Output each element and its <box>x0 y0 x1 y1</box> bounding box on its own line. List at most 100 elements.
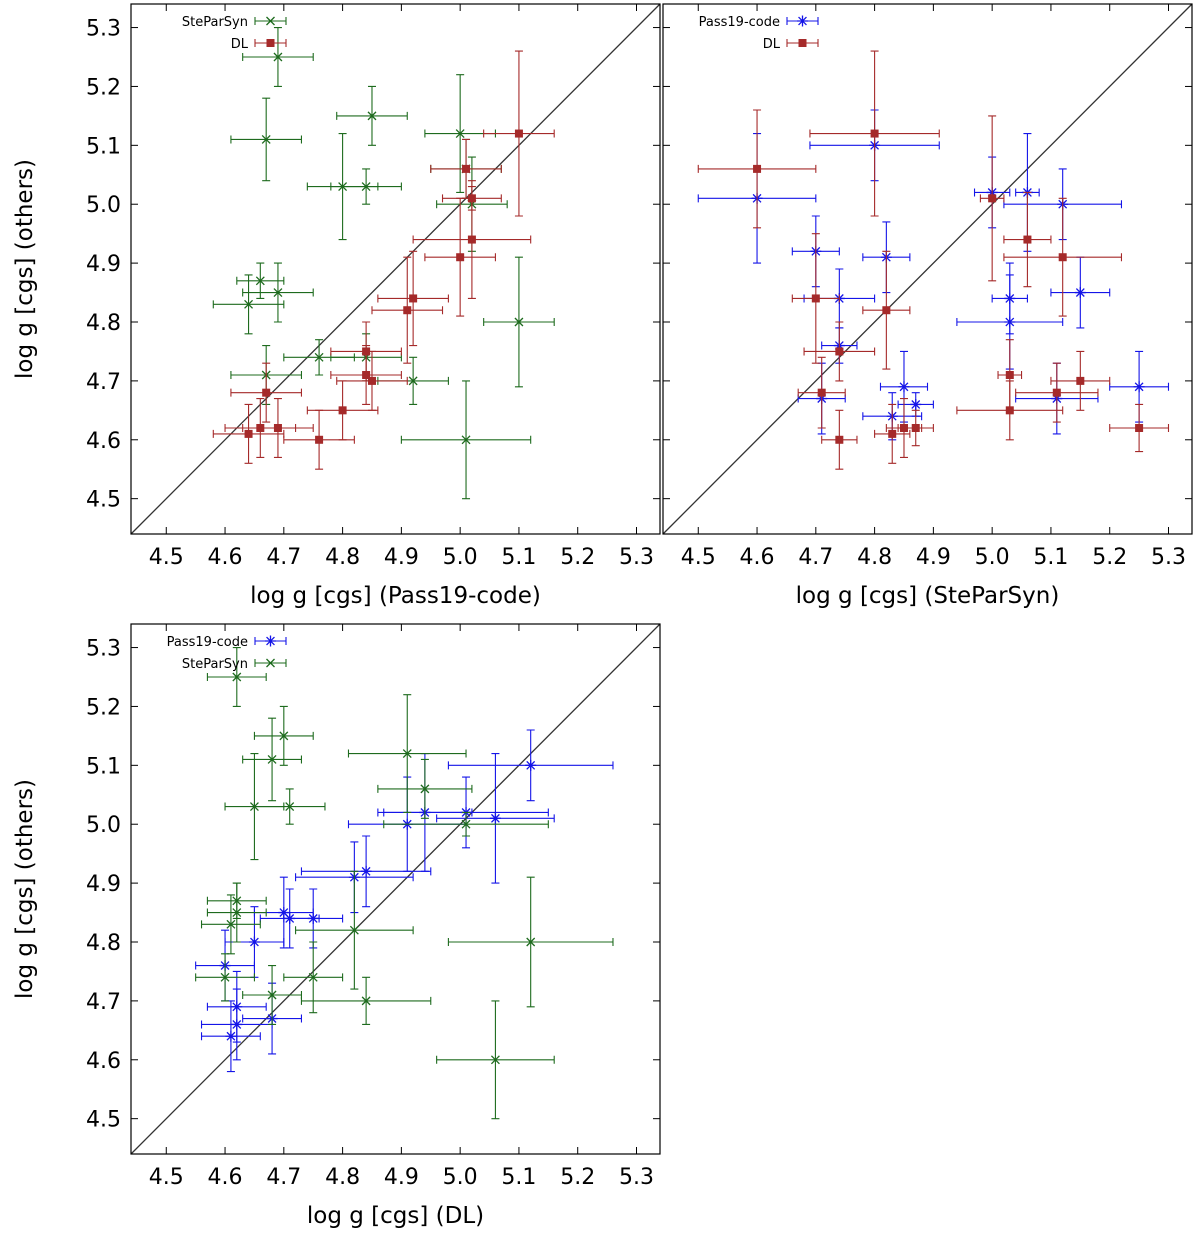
data-point <box>362 371 371 379</box>
data-point <box>455 129 465 139</box>
data-point <box>461 435 471 445</box>
legend-label: DL <box>231 37 249 52</box>
data-point <box>248 936 260 948</box>
y-axis-label: log g [cgs] (others) <box>12 159 38 379</box>
data-point <box>285 802 295 812</box>
x-tick-label: 5.2 <box>1092 545 1127 570</box>
data-point <box>232 672 242 682</box>
diagonal-line <box>130 3 661 535</box>
series-steparsyn <box>195 647 614 1120</box>
legend-marker <box>266 39 275 47</box>
x-tick-label: 4.6 <box>740 545 775 570</box>
data-point <box>273 52 283 62</box>
y-tick-label: 4.9 <box>86 252 121 277</box>
data-point <box>1005 406 1014 415</box>
legend-label: Pass19-code <box>699 15 780 30</box>
data-point <box>456 253 465 262</box>
x-tick-label: 4.7 <box>798 545 833 570</box>
y-tick-label: 4.8 <box>86 311 121 336</box>
data-point <box>1005 371 1014 379</box>
data-point <box>1058 253 1067 262</box>
data-point <box>308 972 318 982</box>
x-tick-label: 4.8 <box>857 545 892 570</box>
data-point <box>244 429 253 438</box>
x-tick-label: 5.3 <box>619 1165 654 1190</box>
x-tick-label: 4.6 <box>208 1165 243 1190</box>
y-tick-label: 4.6 <box>86 1049 121 1074</box>
x-tick-label: 4.9 <box>384 1165 419 1190</box>
y-tick-label: 5.1 <box>86 754 121 779</box>
y-tick-label: 4.5 <box>86 488 121 513</box>
data-point <box>1004 316 1016 328</box>
y-tick-label: 5.1 <box>86 134 121 159</box>
x-tick-label: 4.7 <box>266 1165 301 1190</box>
data-point <box>1023 235 1032 244</box>
data-point <box>489 812 501 824</box>
y-tick-label: 5.0 <box>86 813 121 838</box>
data-point <box>490 1055 500 1065</box>
data-point <box>278 907 290 919</box>
series-pass19-code <box>195 729 614 1073</box>
data-point <box>255 276 265 286</box>
data-point <box>279 731 289 741</box>
data-point <box>525 759 537 771</box>
data-point <box>403 306 412 315</box>
plot-frame <box>130 623 661 1155</box>
data-point <box>361 996 371 1006</box>
data-point <box>526 937 536 947</box>
diagonal-line <box>130 623 661 1155</box>
data-point <box>349 925 359 935</box>
x-axis-label: log g [cgs] (DL) <box>307 1203 484 1229</box>
legend-marker <box>798 39 807 47</box>
data-point <box>315 435 324 444</box>
x-tick-label: 4.5 <box>149 1165 184 1190</box>
y-tick-label: 5.3 <box>86 17 121 42</box>
data-point <box>420 784 430 794</box>
data-point <box>882 306 891 315</box>
y-tick-label: 5.0 <box>86 193 121 218</box>
x-tick-label: 4.6 <box>208 545 243 570</box>
data-point <box>231 1018 243 1030</box>
data-point <box>1074 287 1086 299</box>
y-tick-label: 4.5 <box>86 1108 121 1133</box>
series-dl <box>697 50 1170 470</box>
y-tick-label: 5.3 <box>86 637 121 662</box>
legend-label: SteParSyn <box>182 657 248 672</box>
panel-panel-pass19: 4.5 4.5 4.6 4.6 4.7 4.7 4.8 4.8 4.9 4.9 5.0 5.0 5.1 5… <box>12 3 661 609</box>
data-point <box>817 388 826 397</box>
x-tick-label: 5.2 <box>560 1165 595 1190</box>
panel-panel-steparsyn: 4.5 4.6 4.7 4.8 4.9 5.0 5.1 5.2 5.3 Pass19-code DL… <box>662 3 1193 609</box>
diagonal-line <box>662 3 1193 535</box>
x-tick-label: 5.0 <box>975 545 1010 570</box>
x-tick-label: 5.1 <box>501 545 536 570</box>
x-tick-label: 4.7 <box>266 545 301 570</box>
data-point <box>514 129 523 138</box>
data-point <box>888 429 897 438</box>
plot-frame <box>130 3 661 535</box>
data-point <box>753 164 762 173</box>
data-point <box>910 398 922 410</box>
x-tick-label: 5.3 <box>619 545 654 570</box>
data-point <box>514 317 524 327</box>
data-point <box>267 754 277 764</box>
legend-label: SteParSyn <box>182 15 248 30</box>
data-point <box>870 129 879 138</box>
x-tick-label: 4.5 <box>149 545 184 570</box>
data-point <box>402 749 412 759</box>
x-tick-label: 4.9 <box>384 545 419 570</box>
data-point <box>338 406 347 415</box>
data-point <box>1076 376 1085 385</box>
data-point <box>367 111 377 121</box>
x-axis-label: log g [cgs] (SteParSyn) <box>796 583 1060 609</box>
data-point <box>307 912 319 924</box>
panel-panel-dl: 4.5 4.5 4.6 4.6 4.7 4.7 4.8 4.8 4.9 4.9 5.0 5.0 5.1 5… <box>12 623 661 1229</box>
x-tick-label: 4.8 <box>325 1165 360 1190</box>
legend-marker <box>266 658 275 668</box>
data-point <box>232 908 242 918</box>
y-axis-label: log g [cgs] (others) <box>12 779 38 999</box>
legend-marker <box>266 16 275 26</box>
x-tick-label: 4.8 <box>325 545 360 570</box>
data-point <box>220 972 230 982</box>
x-tick-label: 5.3 <box>1151 545 1186 570</box>
y-tick-label: 4.7 <box>86 990 121 1015</box>
